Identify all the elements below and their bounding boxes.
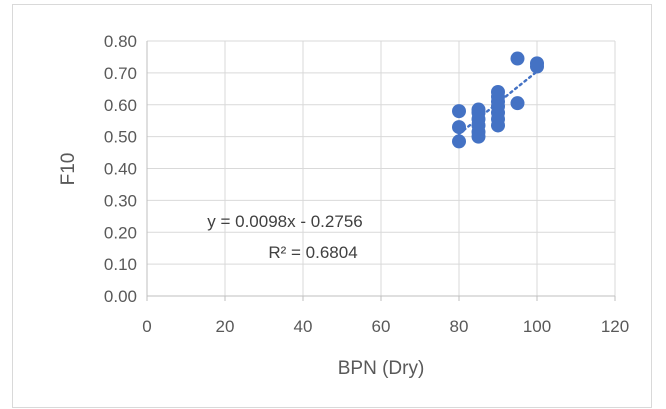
y-axis-title: F10 xyxy=(58,153,79,186)
gridlines xyxy=(147,40,616,296)
data-point xyxy=(452,104,466,119)
data-point xyxy=(510,96,525,111)
data-point xyxy=(491,118,505,133)
x-tick-label: 40 xyxy=(294,317,313,336)
x-axis-title: BPN (Dry) xyxy=(338,358,425,379)
chart-area xyxy=(12,4,652,408)
y-tick-label: 0.50 xyxy=(104,128,137,147)
y-tick-label: 0.70 xyxy=(104,64,137,83)
data-point xyxy=(452,134,466,149)
y-tick-label: 0.40 xyxy=(104,160,137,179)
x-tick-label: 0 xyxy=(142,317,151,336)
y-tick-label: 0.60 xyxy=(104,96,137,115)
y-tick-label: 0.80 xyxy=(104,32,137,51)
tick-labels: 0 20 40 60 80 100 120 0.00 0.10 0.20 0.30 0.40 0.50 0… xyxy=(104,32,629,336)
data-point xyxy=(530,59,544,74)
y-tick-label: 0.30 xyxy=(104,191,137,210)
trendline-equation: y = 0.0098x - 0.2756 xyxy=(207,212,362,231)
x-tick-label: 100 xyxy=(523,317,551,336)
y-tick-label: 0.10 xyxy=(104,255,137,274)
x-tick-label: 60 xyxy=(372,317,391,336)
axes xyxy=(146,41,616,301)
trendline-r-squared: R² = 0.6804 xyxy=(268,243,357,262)
data-point xyxy=(471,129,486,144)
x-tick-label: 120 xyxy=(601,317,629,336)
x-tick-label: 20 xyxy=(216,317,235,336)
x-tick-label: 80 xyxy=(450,317,469,336)
y-tick-label: 0.20 xyxy=(104,223,137,242)
data-points xyxy=(452,51,544,149)
data-point xyxy=(452,120,466,135)
y-tick-label: 0.00 xyxy=(104,287,137,306)
data-point xyxy=(510,51,525,66)
